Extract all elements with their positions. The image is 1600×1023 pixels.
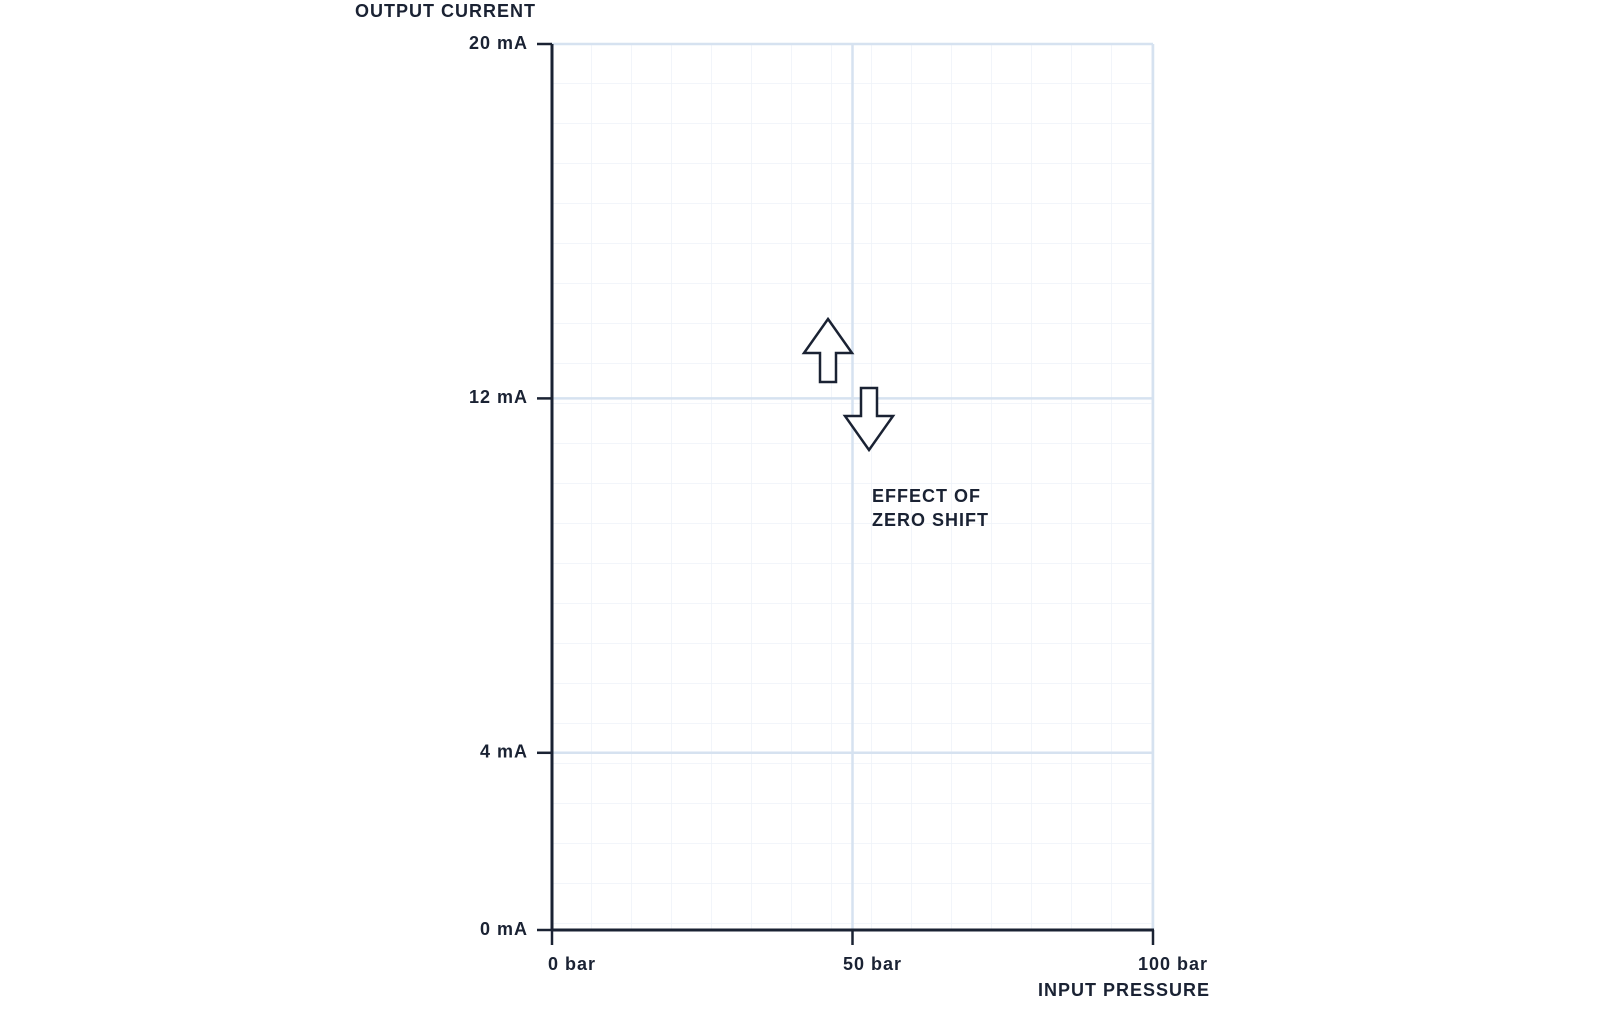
x-tick-label: 100 bar: [1138, 954, 1208, 974]
x-tick-label: 0 bar: [548, 954, 596, 974]
arrow-up: [801, 316, 855, 384]
y-tick-label: 4 mA: [480, 742, 528, 762]
annotation: ZERO SHIFT: [872, 510, 989, 530]
arrow-down: [842, 386, 896, 453]
y-axis-title: OUTPUT CURRENT: [355, 1, 536, 21]
y-tick-label: 0 mA: [480, 919, 528, 939]
x-tick-label: 50 bar: [843, 954, 902, 974]
y-tick-label: 20 mA: [469, 33, 528, 53]
annotation: EFFECT OF: [872, 486, 981, 506]
y-tick-label: 12 mA: [469, 387, 528, 407]
x-axis-title: INPUT PRESSURE: [1038, 980, 1210, 1000]
